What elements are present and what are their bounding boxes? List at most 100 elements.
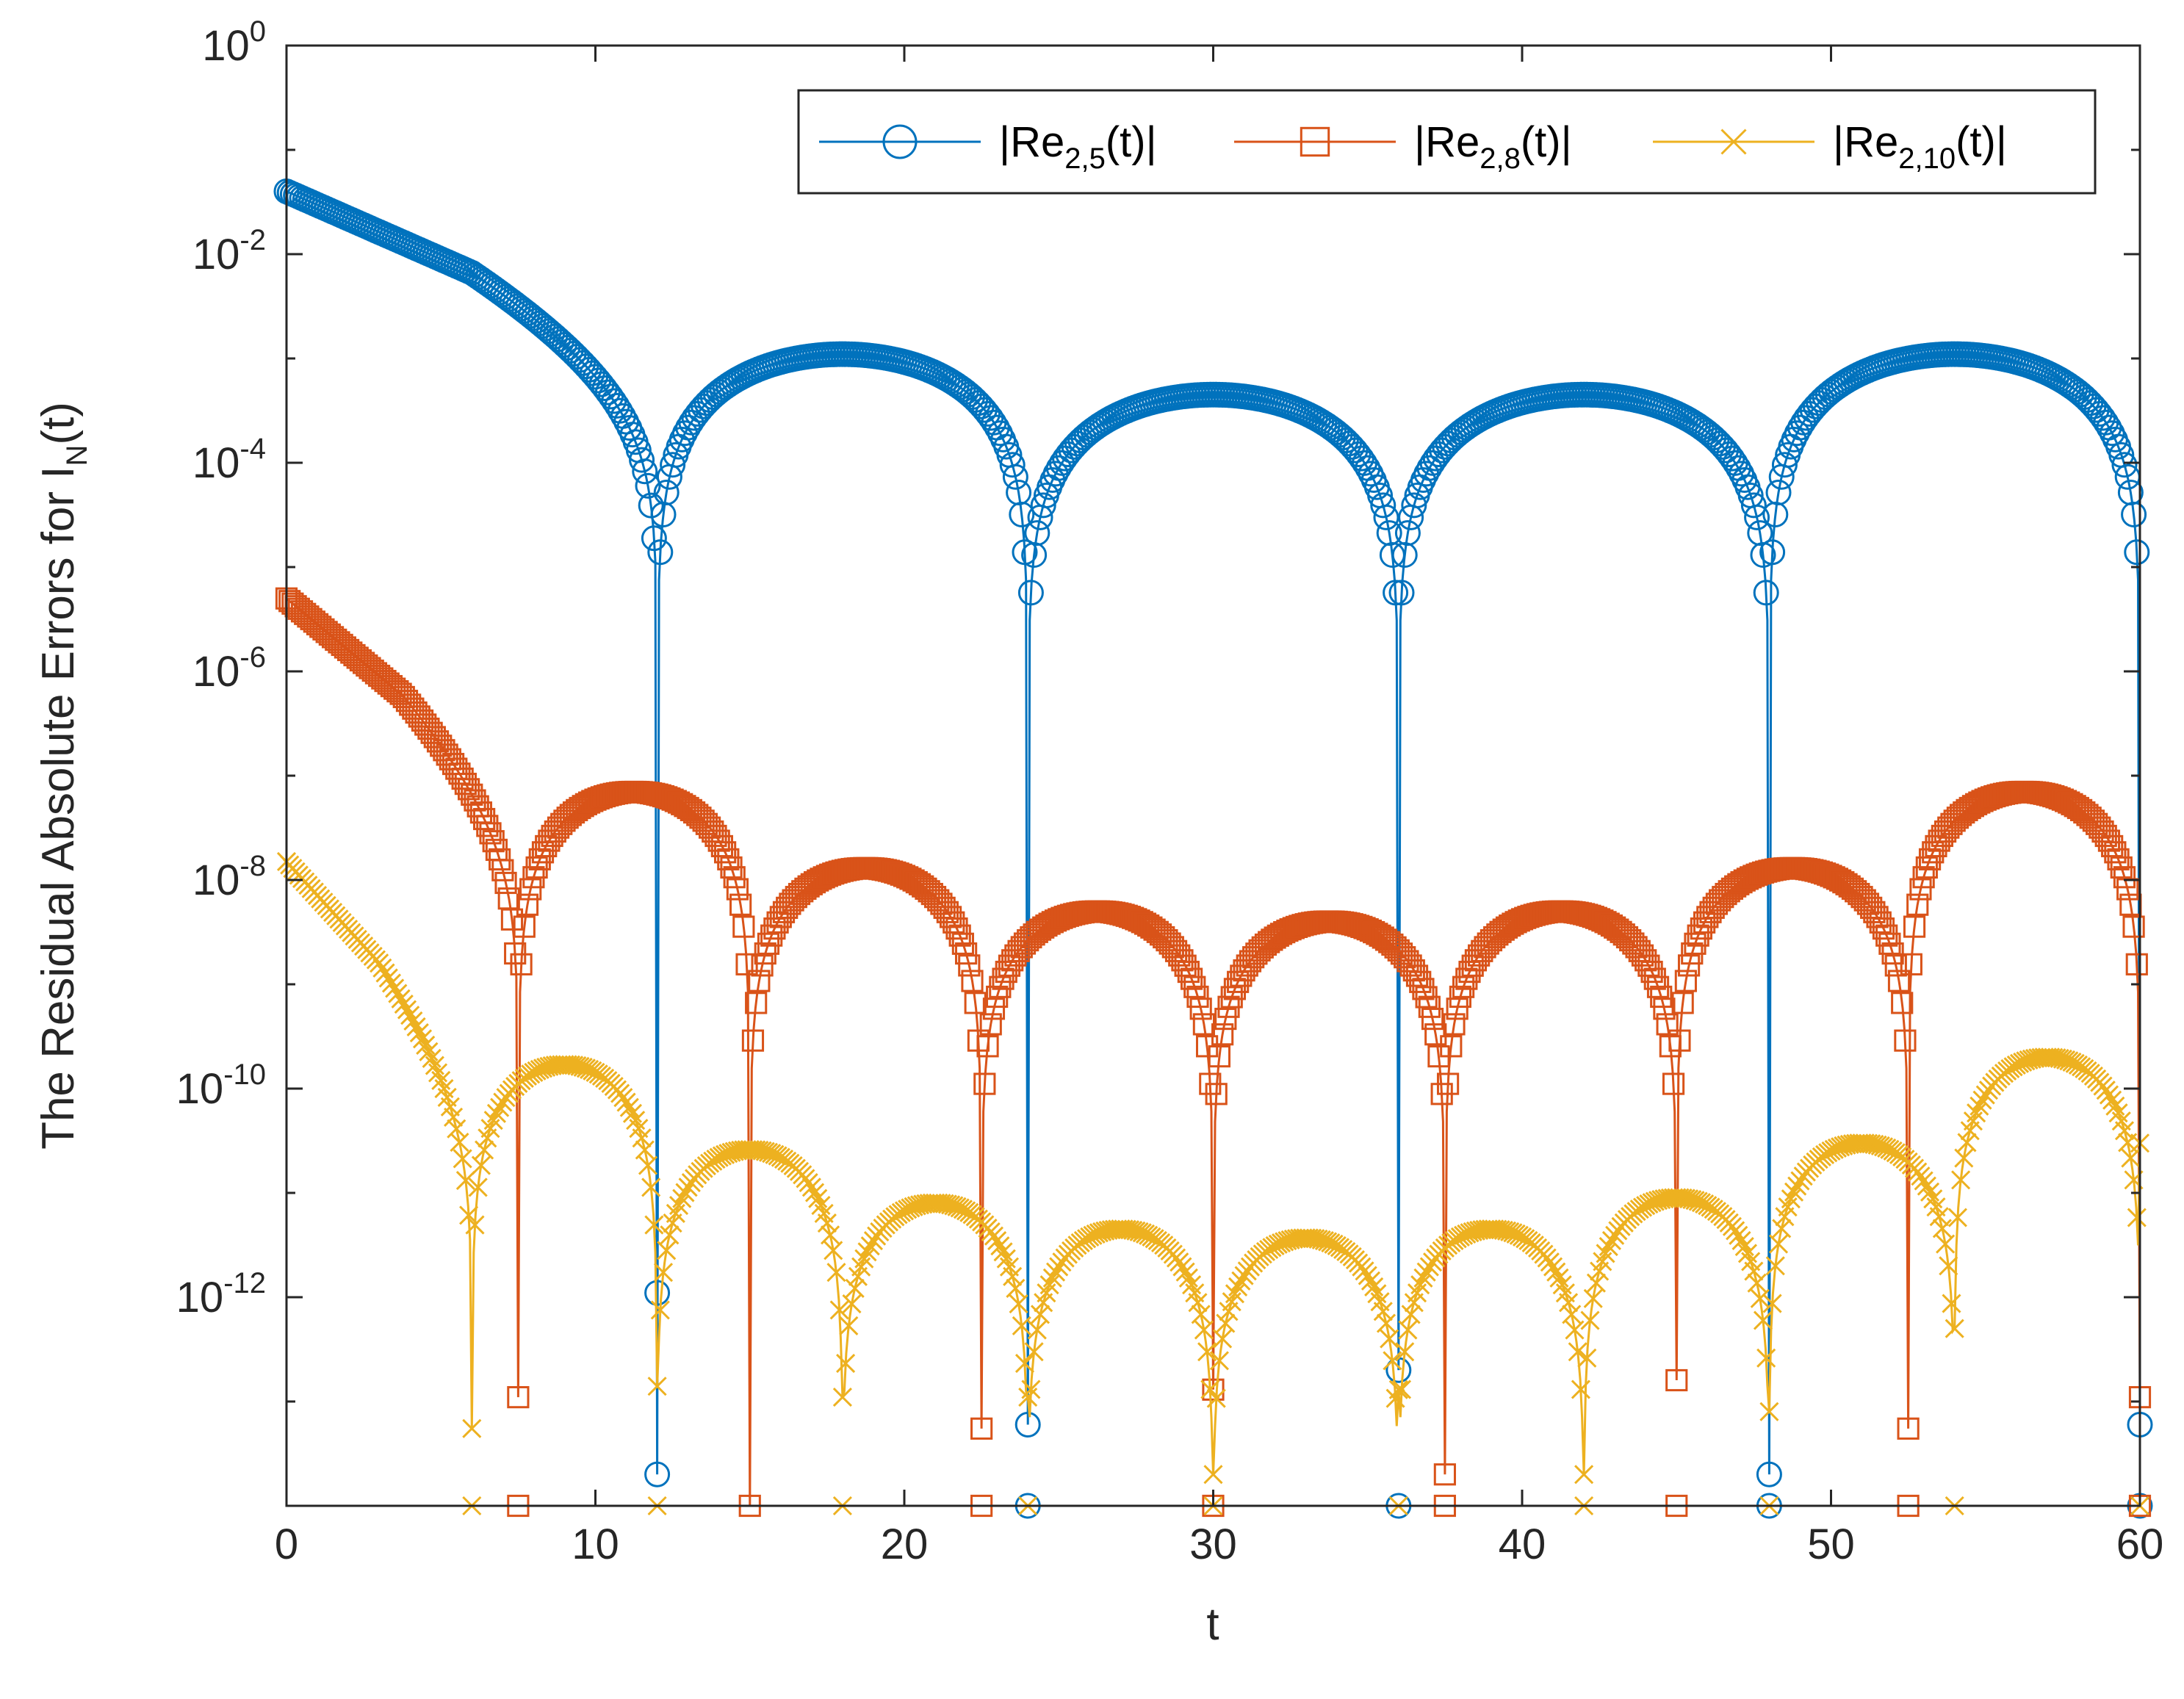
series-3-marker: [826, 1263, 846, 1283]
series-3-marker: [1209, 1351, 1229, 1371]
series-2-marker: [1409, 970, 1432, 993]
series-2-marker: [955, 942, 978, 965]
series-1-marker: [1373, 504, 1399, 530]
series-3-marker: [465, 1215, 485, 1235]
series-3-marker: [675, 1183, 695, 1202]
series-2-marker: [1684, 932, 1707, 955]
y-axis-title: The Residual Absolute Errors for IN(t): [33, 402, 93, 1150]
series-3-marker: [616, 1092, 636, 1112]
y-axis-title-main: The Residual Absolute Errors for I: [33, 466, 84, 1149]
series-2-marker: [1421, 1007, 1444, 1031]
series-3-marker: [406, 1017, 426, 1036]
x-tick-label: 20: [881, 1521, 929, 1568]
series-3-marker: [641, 1177, 661, 1197]
series-1-marker: [1388, 580, 1415, 606]
series-3-marker: [1358, 1266, 1377, 1285]
series-2-marker: [1662, 1072, 1685, 1095]
series-3-marker: [1873, 1137, 1894, 1157]
series-3-marker: [416, 1035, 436, 1056]
series-3-marker: [1744, 1261, 1764, 1281]
series-3: [276, 851, 2150, 1516]
series-1-marker: [1713, 437, 1740, 463]
series-3-dip-marker: [1759, 1402, 1779, 1421]
series-3-marker: [1762, 1294, 1782, 1313]
y-tick-label-base: 10: [192, 648, 240, 696]
series-2-marker: [1909, 878, 1932, 901]
series-1-marker: [1753, 580, 1779, 606]
series-3-marker: [839, 1316, 859, 1335]
series-3-marker: [672, 1188, 692, 1208]
series-3-marker: [1003, 1266, 1023, 1286]
series-3-marker: [1206, 1388, 1226, 1408]
series-1-marker: [1765, 479, 1792, 505]
series-2-marker: [1412, 978, 1435, 1000]
series-1-marker: [1370, 492, 1396, 519]
series-3-marker: [799, 1172, 818, 1193]
series-3-marker: [453, 1149, 472, 1169]
series-3-marker: [1361, 1271, 1381, 1291]
y-axis-title-subscript: N: [61, 445, 93, 466]
series-2-marker: [964, 992, 987, 1014]
series-3-marker: [493, 1092, 513, 1112]
series-3-marker: [1172, 1257, 1192, 1277]
x-tick-label: 0: [275, 1521, 298, 1568]
series-3-marker: [1772, 1219, 1792, 1238]
series-3-marker: [762, 1144, 782, 1164]
series-3-marker: [1601, 1230, 1622, 1251]
series-2-marker: [1177, 960, 1200, 984]
series-2-marker: [1418, 995, 1441, 1018]
legend-box: [797, 89, 2097, 195]
series-1-marker: [1024, 520, 1050, 547]
y-tick-label: 100: [202, 15, 266, 70]
series-2-dip-marker: [507, 1386, 530, 1409]
series-3-marker: [860, 1236, 880, 1256]
legend-entry-3: |Re2,10(t)|: [1653, 118, 2007, 175]
series-3-marker: [1929, 1207, 1949, 1227]
y-tick-label-base: 10: [192, 231, 240, 278]
series-1-marker: [975, 400, 1001, 427]
series-3-marker: [1188, 1293, 1208, 1313]
series-3-marker: [1914, 1171, 1933, 1191]
series-3-marker: [632, 1128, 652, 1148]
series-3-marker: [1549, 1268, 1569, 1288]
series-3-marker: [1178, 1268, 1198, 1288]
series-1-marker: [678, 409, 704, 436]
series-3-marker: [1939, 1256, 1958, 1276]
series-3-marker: [635, 1140, 655, 1160]
series-3-marker: [1413, 1268, 1433, 1288]
series-2-marker: [1894, 1029, 1917, 1052]
series-3-marker: [857, 1242, 877, 1262]
series-3-marker: [804, 1183, 825, 1202]
series-3-marker: [808, 1188, 828, 1208]
series-2-marker: [751, 954, 774, 977]
series-3-marker: [836, 1354, 856, 1374]
y-tick-label: 10-2: [192, 224, 266, 278]
legend-marker: [1300, 126, 1330, 157]
series-3-marker: [823, 1241, 843, 1260]
series-3-marker: [1726, 1221, 1745, 1241]
series-2-marker: [979, 1013, 1002, 1036]
series-2-marker: [1189, 998, 1212, 1020]
series-3-dip-marker: [647, 1377, 667, 1396]
y-tick-label-base: 10: [192, 856, 240, 904]
series-2-marker: [2107, 848, 2130, 870]
series-3-marker: [668, 1195, 689, 1216]
series-3-marker: [1577, 1348, 1597, 1368]
series-2-marker: [745, 992, 768, 1014]
series-2-marker: [973, 1072, 996, 1095]
x-tick-label: 40: [1499, 1521, 1546, 1568]
legend-label-subscript: 2,8: [1480, 143, 1521, 175]
series-2-marker: [1674, 970, 1697, 992]
series-1-marker: [1750, 542, 1776, 569]
y-tick-label-exponent: -4: [239, 433, 266, 465]
series-1-marker: [632, 458, 658, 485]
series-2-marker: [1650, 985, 1673, 1009]
legend: |Re2,5(t)| |Re2,8(t)| |Re2,10(t)|: [797, 89, 2097, 195]
series-3-marker: [842, 1294, 862, 1314]
legend-entries: |Re2,5(t)| |Re2,8(t)| |Re2,10(t)|: [819, 118, 2007, 175]
series-3-marker: [1947, 1208, 1967, 1227]
series-3-marker: [1355, 1261, 1374, 1281]
series-2-marker: [1640, 960, 1663, 984]
series-3-marker: [1747, 1273, 1767, 1293]
